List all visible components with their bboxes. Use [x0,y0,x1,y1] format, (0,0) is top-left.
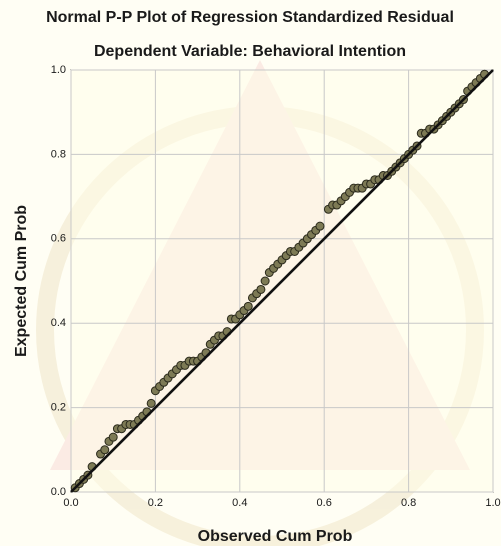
x-tick-label: 0.4 [232,497,247,509]
reference-line [70,69,494,493]
y-tick-label: 0.8 [51,148,66,160]
point [315,221,325,231]
point [243,301,253,311]
chart-subtitle: Dependent Variable: Behavioral Intention [94,43,406,60]
point [256,284,266,294]
chart-title: Normal P-P Plot of Regression Standardiz… [46,9,454,26]
y-tick-label: 0.0 [51,486,66,498]
y-tick-label: 1.0 [51,64,66,76]
x-tick-label: 0.0 [63,497,78,509]
y-tick-label: 0.4 [51,317,66,329]
point [146,398,156,408]
x-tick-label: 1.0 [485,497,500,509]
point [100,445,110,455]
y-tick-label: 0.2 [51,402,66,414]
x-tick-label: 0.8 [401,497,416,509]
x-tick-label: 0.2 [148,497,163,509]
x-axis-title: Observed Cum Prob [198,528,353,545]
point [260,276,270,286]
y-axis-title: Expected Cum Prob [13,205,30,357]
y-tick-label: 0.6 [51,233,66,245]
x-tick-label: 0.6 [317,497,332,509]
point [108,432,118,442]
